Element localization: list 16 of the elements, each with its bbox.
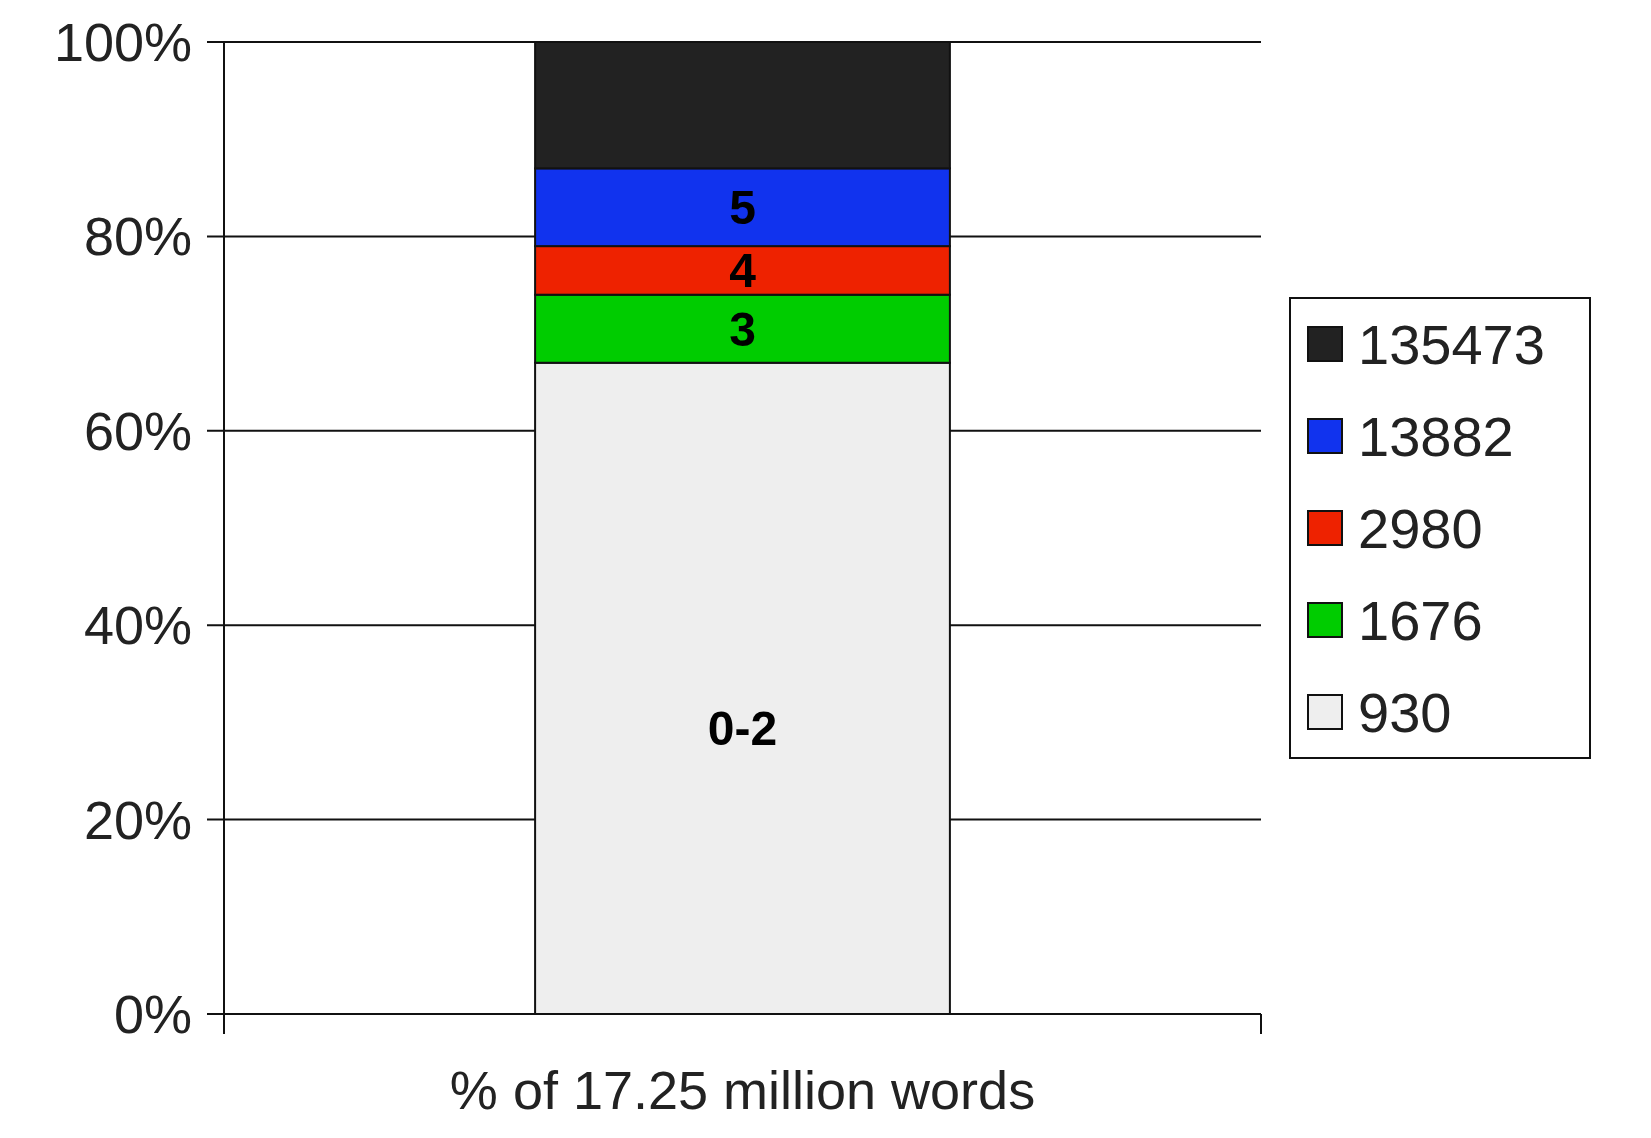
y-tick-label: 80% xyxy=(83,206,192,267)
legend-label: 2980 xyxy=(1358,496,1483,560)
y-tick-label: 40% xyxy=(83,595,192,656)
y-tick-label: 100% xyxy=(53,11,192,72)
x-axis-title: % of 17.25 million words xyxy=(449,1060,1036,1120)
legend-label: 135473 xyxy=(1358,312,1545,376)
annotation: 3 xyxy=(729,302,756,356)
y-tick-label: 60% xyxy=(83,400,192,461)
legend-label: 1676 xyxy=(1358,588,1483,652)
annotation: 0-2 xyxy=(707,702,778,756)
annotation: 5 xyxy=(729,181,756,235)
annotation: 4 xyxy=(729,244,757,298)
y-tick-label: 20% xyxy=(83,789,192,850)
y-tick-label: 0% xyxy=(113,983,192,1044)
legend-label: 13882 xyxy=(1358,404,1514,468)
legend-label: 930 xyxy=(1358,680,1452,744)
